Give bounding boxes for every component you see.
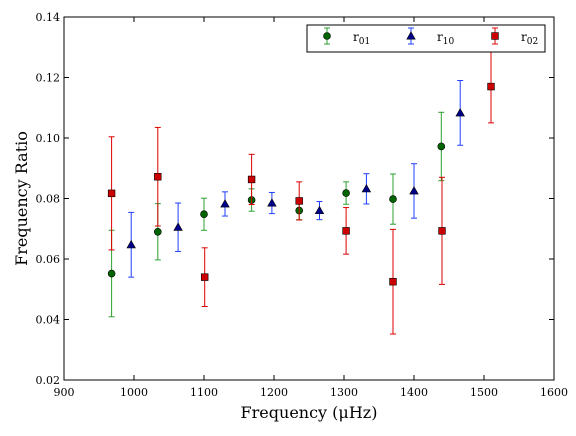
legend-marker-r01 <box>323 32 331 40</box>
legend-label-base: r <box>437 30 443 44</box>
x-tick-label: 900 <box>54 386 75 399</box>
data-point-r10 <box>314 205 325 215</box>
data-point-r10 <box>455 108 465 117</box>
legend-marker-r10 <box>406 31 416 40</box>
y-tick-label: 0.12 <box>36 72 61 85</box>
legend-label-subscript: 10 <box>443 37 455 47</box>
data-point-r02 <box>107 189 116 198</box>
data-point-r01 <box>437 142 446 151</box>
legend-label-r10: r10 <box>437 30 454 47</box>
data-point-r02 <box>201 273 209 281</box>
x-tick-label: 1200 <box>260 386 288 399</box>
legend-label-r01: r01 <box>353 30 370 47</box>
legend-entry-r02: r02 <box>491 27 538 47</box>
data-point-r02 <box>342 227 350 235</box>
data-point-r01 <box>342 189 350 197</box>
data-point-r01 <box>200 210 208 219</box>
legend-entry-r01: r01 <box>323 27 370 47</box>
x-tick-label: 1100 <box>190 386 218 399</box>
y-tick-label: 0.10 <box>36 132 61 145</box>
legend: r01 r10 r02 <box>306 24 546 53</box>
data-point-r01 <box>107 269 116 278</box>
y-tick-label: 0.06 <box>36 253 61 266</box>
data-point-r01 <box>389 195 397 203</box>
y-tick-label: 0.14 <box>36 11 61 24</box>
series-r01 <box>107 111 446 318</box>
legend-entry-r10: r10 <box>406 27 454 47</box>
plot-layer <box>107 49 495 335</box>
legend-marker-r02 <box>491 32 499 40</box>
legend-label-r02: r02 <box>521 30 538 47</box>
data-point-r10 <box>126 239 136 249</box>
x-tick-label: 1400 <box>400 386 428 399</box>
data-point-r10 <box>361 184 372 193</box>
data-point-r02 <box>389 277 397 286</box>
y-axis-label: Frequency Ratio <box>12 131 31 266</box>
x-tick-label: 1000 <box>120 386 148 399</box>
data-point-r02 <box>438 227 446 235</box>
data-point-r10 <box>220 199 230 208</box>
y-tick-label: 0.02 <box>36 374 61 387</box>
series-r02 <box>107 49 495 335</box>
data-point-r02 <box>295 197 303 205</box>
x-axis-label: Frequency (μHz) <box>241 403 378 422</box>
legend-label-subscript: 02 <box>527 37 538 47</box>
legend-label-subscript: 01 <box>359 37 370 47</box>
y-tick-label: 0.08 <box>36 193 61 206</box>
data-point-r02 <box>154 173 162 181</box>
legend-label-base: r <box>521 30 527 44</box>
legend-label-base: r <box>353 30 359 44</box>
x-tick-label: 1600 <box>540 386 568 399</box>
data-point-r02 <box>247 175 256 184</box>
series-r10 <box>126 80 465 278</box>
x-tick-label: 1500 <box>470 386 498 399</box>
x-tick-label: 1300 <box>330 386 358 399</box>
plot-frame <box>63 16 555 381</box>
data-point-r02 <box>487 82 495 91</box>
axis-layer: 900 1000 1100 1200 1300 1400 1500 1600 0.02 0.04 0… <box>12 11 568 422</box>
data-point-r10 <box>267 198 277 207</box>
data-point-r10 <box>409 186 419 195</box>
legend-box <box>306 24 546 53</box>
data-point-r01 <box>154 227 162 236</box>
data-point-r10 <box>173 222 183 231</box>
y-tick-label: 0.04 <box>36 314 61 327</box>
